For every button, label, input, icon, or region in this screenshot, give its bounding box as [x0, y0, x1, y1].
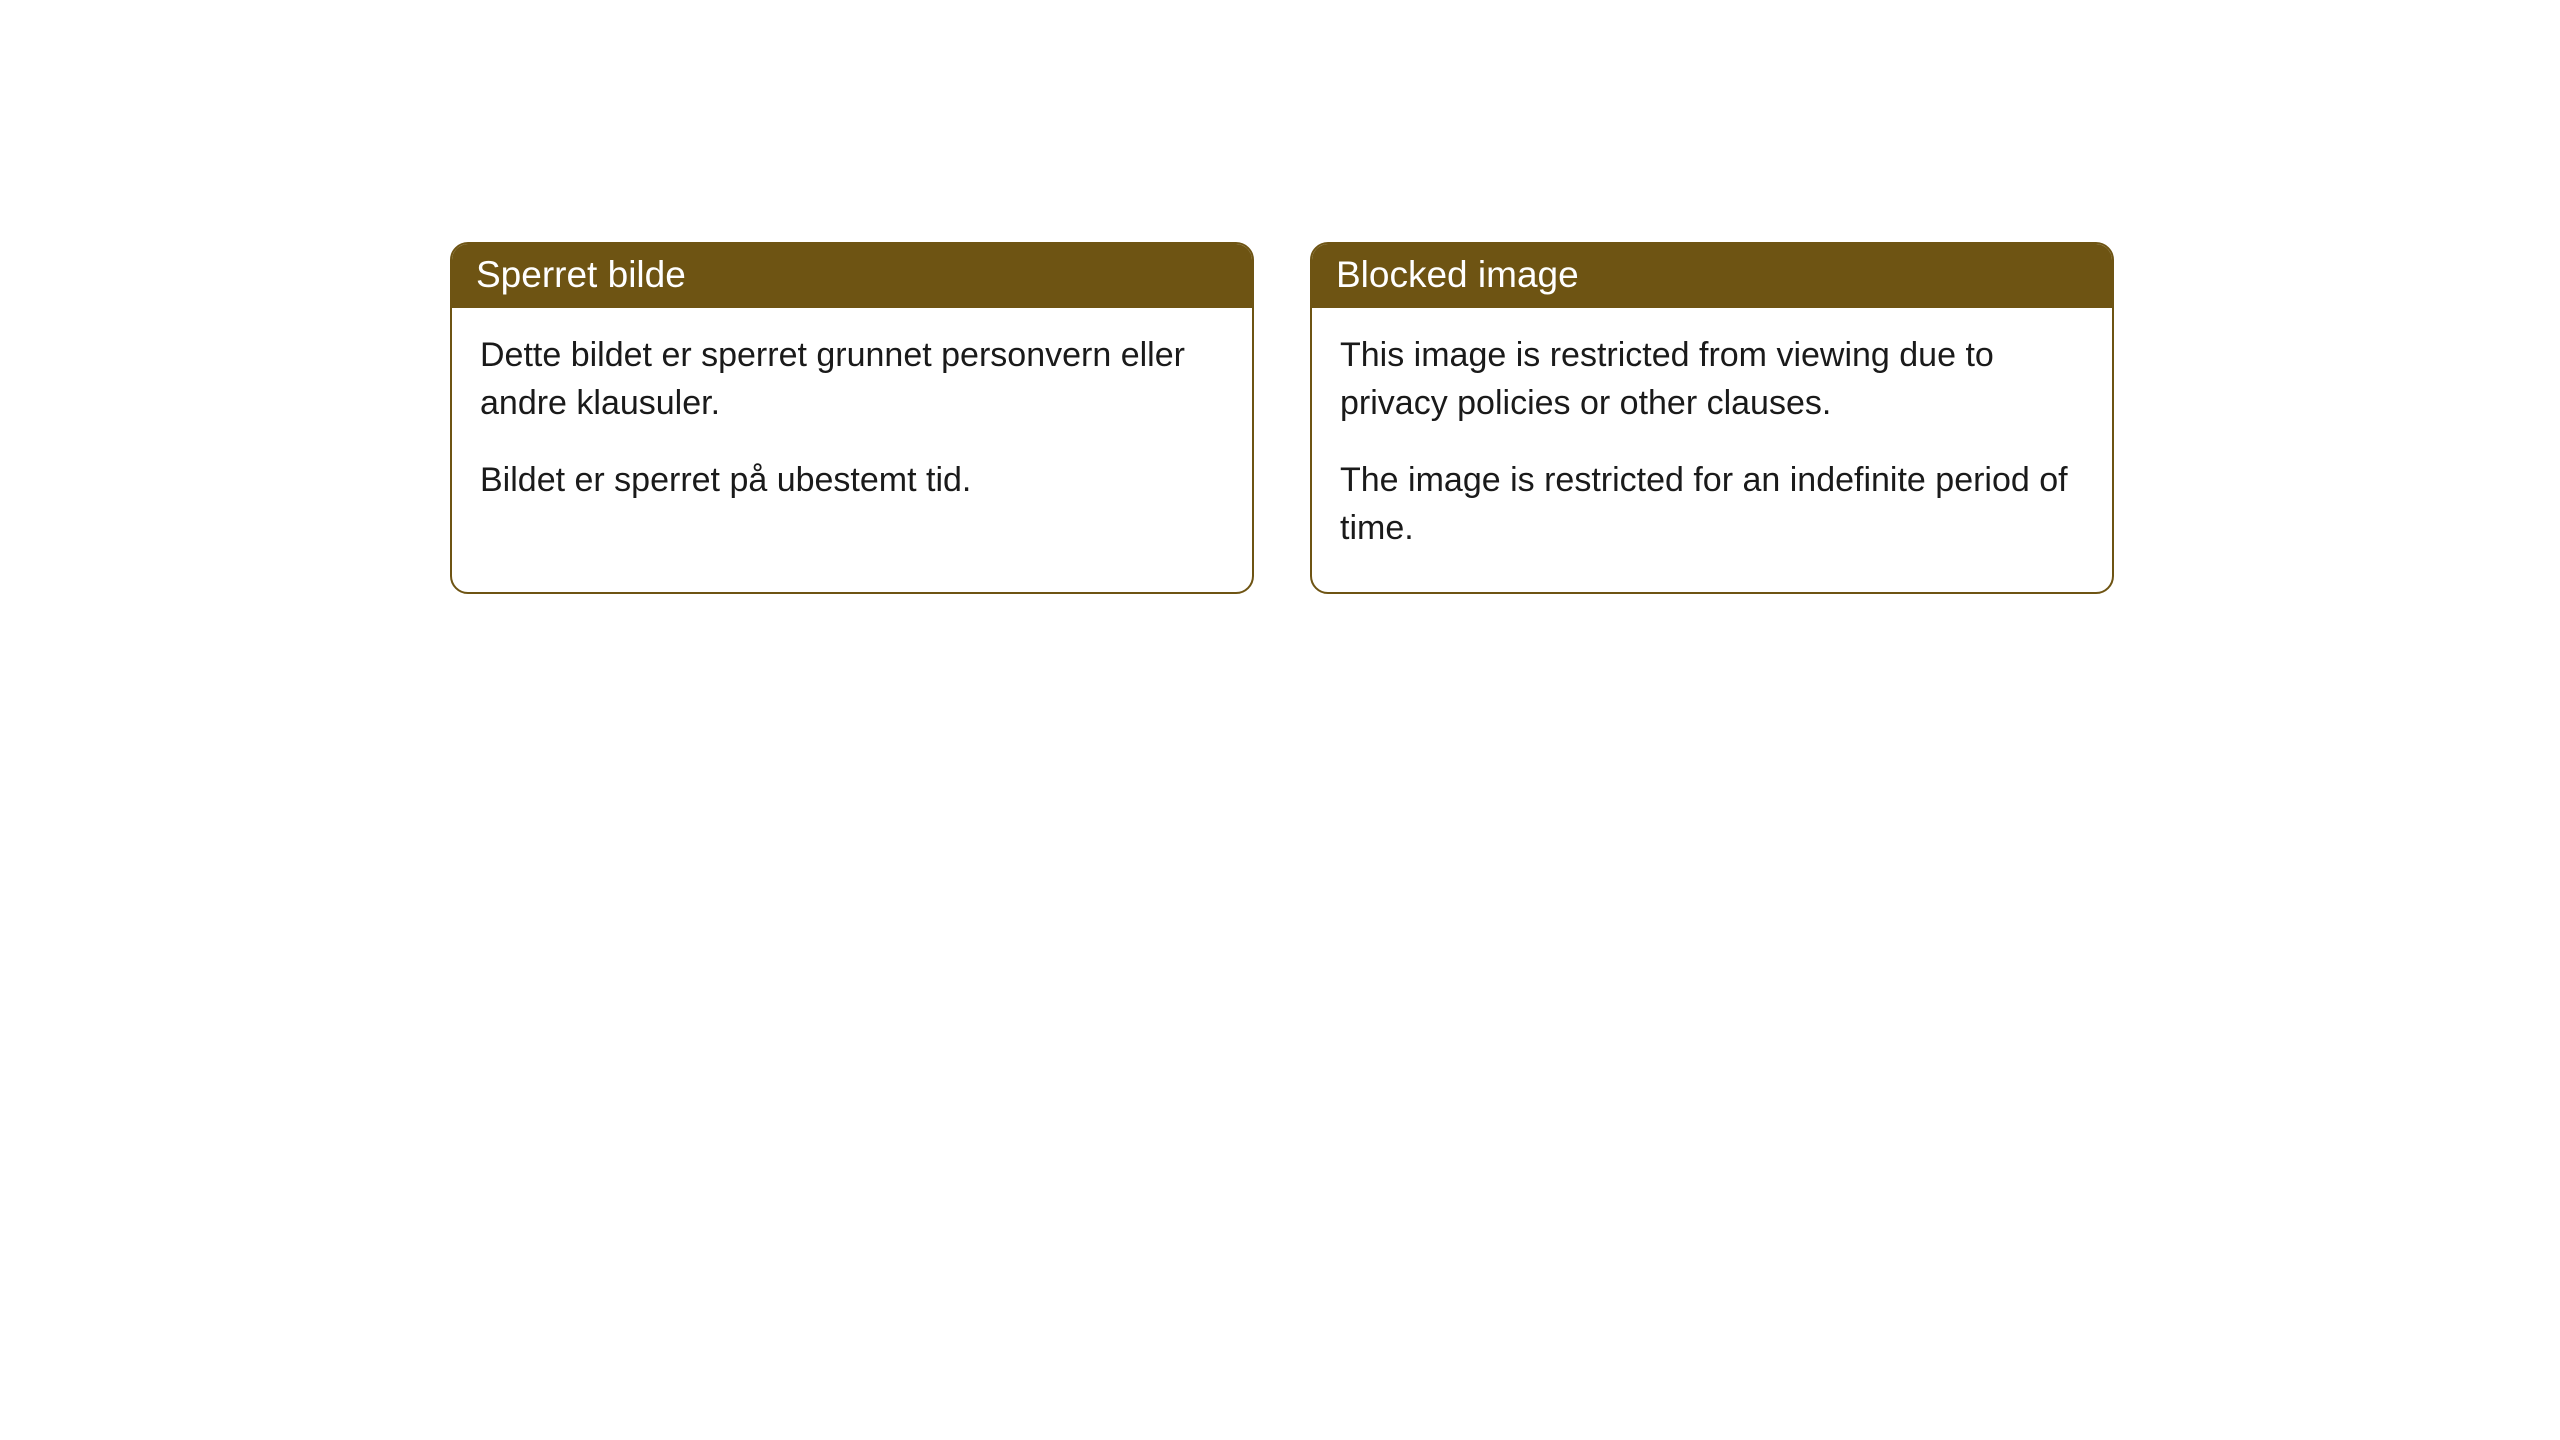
notice-card-norwegian: Sperret bilde Dette bildet er sperret gr…: [450, 242, 1254, 594]
card-paragraph: This image is restricted from viewing du…: [1340, 332, 2084, 427]
card-title: Sperret bilde: [452, 244, 1252, 308]
card-paragraph: Dette bildet er sperret grunnet personve…: [480, 332, 1224, 427]
notice-card-english: Blocked image This image is restricted f…: [1310, 242, 2114, 594]
card-title: Blocked image: [1312, 244, 2112, 308]
card-paragraph: The image is restricted for an indefinit…: [1340, 457, 2084, 552]
card-paragraph: Bildet er sperret på ubestemt tid.: [480, 457, 1224, 505]
card-body: This image is restricted from viewing du…: [1312, 308, 2112, 592]
card-body: Dette bildet er sperret grunnet personve…: [452, 308, 1252, 545]
notice-cards-container: Sperret bilde Dette bildet er sperret gr…: [450, 242, 2114, 594]
